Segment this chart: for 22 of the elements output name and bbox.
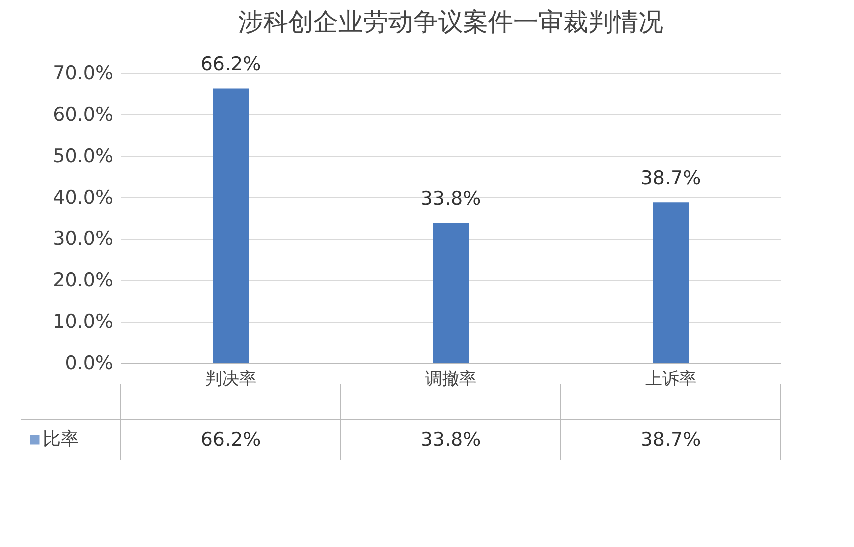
bar — [213, 88, 249, 363]
legend-label: 比率 — [43, 429, 79, 450]
bar — [653, 202, 689, 363]
y-tick-label: 0.0% — [65, 352, 114, 374]
x-tick-label: 判决率 — [206, 370, 256, 390]
x-tick-label: 调撤率 — [426, 370, 476, 390]
y-tick-label: 20.0% — [53, 270, 114, 292]
chart-title: 涉科创企业劳动争议案件一审裁判情况 — [238, 8, 664, 37]
y-tick-label: 10.0% — [53, 311, 114, 334]
y-tick-label: 40.0% — [53, 186, 114, 209]
y-tick-label: 60.0% — [53, 104, 114, 126]
bar — [433, 222, 469, 363]
y-tick-label: 30.0% — [53, 228, 114, 250]
text: 33.8% — [420, 188, 482, 210]
text: 66.2% — [200, 54, 262, 76]
text: 66.2% — [200, 429, 262, 451]
text: 38.7% — [640, 429, 702, 451]
text: 33.8% — [420, 429, 482, 451]
x-tick-label: 上诉率 — [646, 370, 696, 390]
text: 38.7% — [640, 168, 702, 190]
y-tick-label: 50.0% — [53, 145, 114, 168]
y-tick-label: 70.0% — [53, 62, 114, 84]
